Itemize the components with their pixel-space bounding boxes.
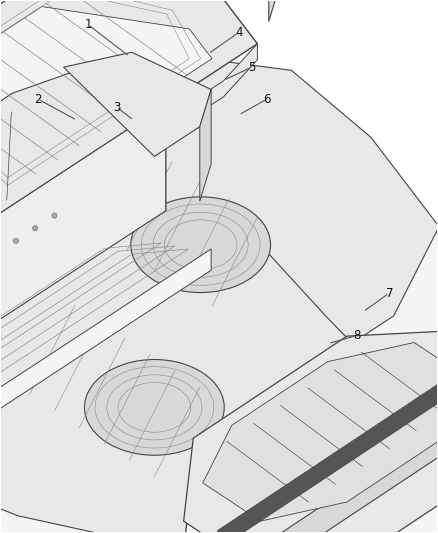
Ellipse shape <box>131 197 271 293</box>
Polygon shape <box>0 67 166 404</box>
Polygon shape <box>0 255 438 533</box>
Text: 3: 3 <box>113 101 120 114</box>
Ellipse shape <box>52 213 57 218</box>
Ellipse shape <box>13 238 18 244</box>
Text: 7: 7 <box>385 287 393 300</box>
Polygon shape <box>0 82 438 477</box>
Polygon shape <box>269 0 280 21</box>
Text: 8: 8 <box>353 329 360 342</box>
Polygon shape <box>8 44 258 223</box>
Polygon shape <box>64 52 211 157</box>
Text: 1: 1 <box>84 18 92 31</box>
Text: 2: 2 <box>34 93 42 106</box>
Ellipse shape <box>32 225 38 231</box>
Polygon shape <box>0 218 404 533</box>
Polygon shape <box>0 0 258 207</box>
Ellipse shape <box>85 360 224 455</box>
Polygon shape <box>241 368 438 533</box>
Polygon shape <box>200 90 211 201</box>
Text: 4: 4 <box>235 26 242 39</box>
Polygon shape <box>0 249 211 434</box>
Polygon shape <box>217 352 438 533</box>
Text: 5: 5 <box>248 61 255 74</box>
Polygon shape <box>0 6 212 177</box>
Polygon shape <box>0 67 166 290</box>
Polygon shape <box>203 343 438 521</box>
Polygon shape <box>0 48 438 383</box>
Polygon shape <box>184 330 438 533</box>
Text: 6: 6 <box>263 93 271 106</box>
Polygon shape <box>184 359 438 533</box>
Polygon shape <box>0 104 166 404</box>
